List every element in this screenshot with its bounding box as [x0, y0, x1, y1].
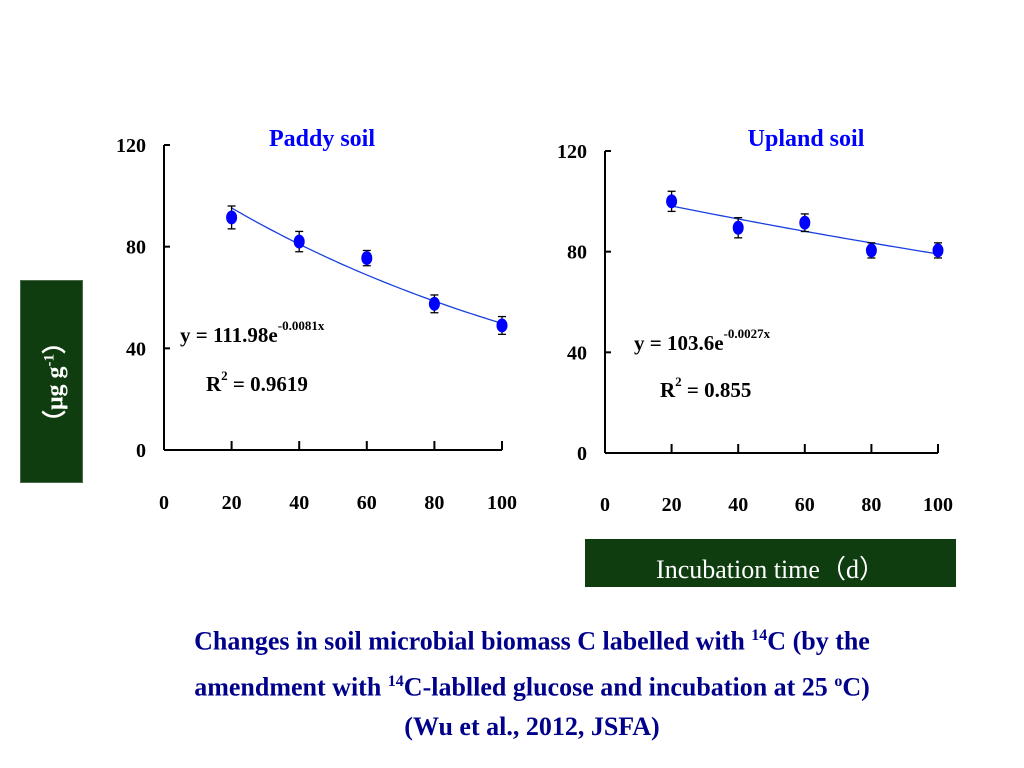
- y-axis-label-box: （μg g-1）: [20, 280, 83, 483]
- fit-equation: y = 103.6e-0.0027x: [634, 326, 771, 355]
- data-point: [428, 296, 440, 311]
- data-point: [226, 210, 238, 225]
- r-squared: R2 = 0.855: [660, 374, 751, 402]
- caption-line-2: amendment with 14C-lablled glucose and i…: [194, 672, 870, 702]
- data-point: [496, 318, 508, 333]
- y-tick-label: 80: [126, 237, 146, 259]
- x-tick-label: 20: [222, 492, 242, 514]
- fit-curve: [231, 207, 503, 325]
- x-tick-label: 40: [728, 494, 748, 516]
- figure-caption: Changes in soil microbial biomass C labe…: [40, 616, 1024, 747]
- x-tick-label: 80: [424, 492, 444, 514]
- y-tick-label: 40: [567, 342, 587, 364]
- y-tick-label: 120: [557, 141, 587, 163]
- y-tick-label: 0: [136, 440, 146, 462]
- chart-title: Upland soil: [748, 126, 865, 152]
- x-axis-label-box: Incubation time（d）: [585, 539, 956, 587]
- x-tick-label: 0: [600, 494, 610, 516]
- chart-title: Paddy soil: [269, 126, 375, 152]
- x-tick-label: 40: [289, 492, 309, 514]
- x-tick-label: 80: [861, 494, 881, 516]
- y-tick-label: 120: [116, 135, 146, 157]
- chart-0: Paddy soil 0 40 80 120 0 20 40 60 80 100 y = 111.98…: [116, 126, 517, 514]
- x-tick-label: 20: [662, 494, 682, 516]
- x-tick-label: 60: [795, 494, 815, 516]
- data-point: [666, 194, 678, 209]
- r-squared: R2 = 0.9619: [206, 368, 308, 396]
- y-axis-label: （μg g-1）: [41, 329, 68, 434]
- data-point: [293, 234, 305, 249]
- fit-equation: y = 111.98e-0.0081x: [180, 318, 325, 347]
- data-point: [799, 215, 811, 230]
- x-tick-label: 100: [923, 494, 953, 516]
- data-point: [361, 251, 373, 266]
- x-tick-label: 0: [159, 492, 169, 514]
- y-tick-label: 40: [126, 338, 146, 360]
- y-tick-label: 80: [567, 242, 587, 264]
- caption-line-3: (Wu et al., 2012, JSFA): [404, 712, 660, 742]
- caption-line-1: Changes in soil microbial biomass C labe…: [194, 626, 870, 656]
- chart-1: Upland soil 0 40 80 120 0 20 40 60 80 100 y = 103.6…: [557, 126, 953, 516]
- x-axis-label: Incubation time（d）: [656, 555, 885, 584]
- y-tick-label: 0: [577, 443, 587, 465]
- data-point: [932, 243, 944, 258]
- data-point: [732, 220, 744, 235]
- data-point: [865, 243, 877, 258]
- x-tick-label: 100: [487, 492, 517, 514]
- x-tick-label: 60: [357, 492, 377, 514]
